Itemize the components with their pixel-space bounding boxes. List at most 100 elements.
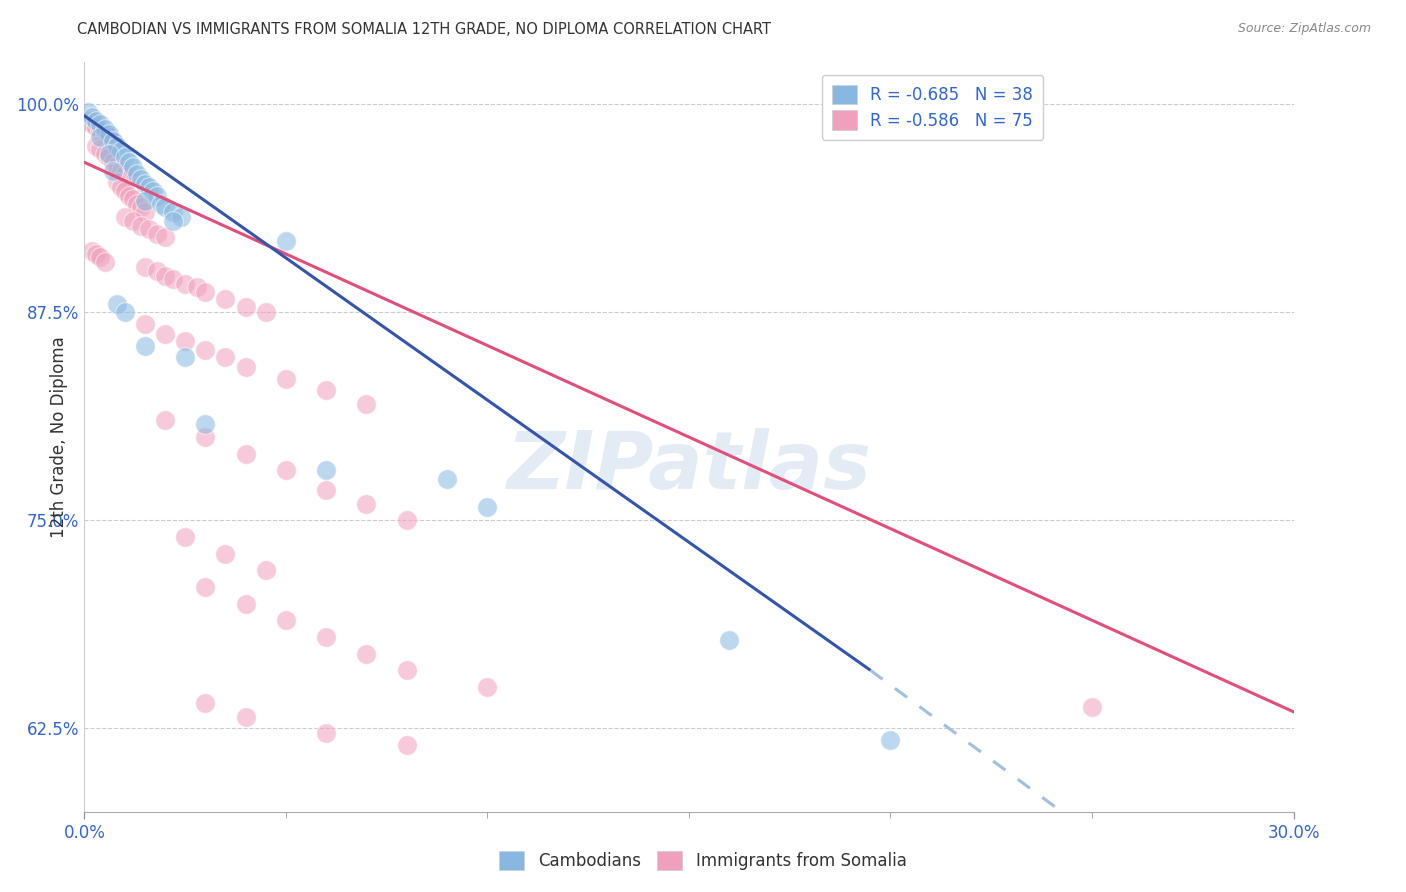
Point <box>86 138 108 153</box>
Point <box>153 230 176 244</box>
Point <box>395 663 418 677</box>
Point <box>121 213 143 227</box>
Point <box>153 268 176 283</box>
Point <box>274 234 297 248</box>
Point <box>77 113 100 128</box>
Point <box>134 317 156 331</box>
Point <box>89 142 111 156</box>
Point <box>89 250 111 264</box>
Point <box>125 197 148 211</box>
Point <box>153 326 176 341</box>
Y-axis label: 12th Grade, No Diploma: 12th Grade, No Diploma <box>49 336 67 538</box>
Point <box>170 211 193 225</box>
Point <box>162 205 184 219</box>
Point <box>97 150 120 164</box>
Point <box>274 463 297 477</box>
Point <box>110 180 132 194</box>
Point <box>89 117 111 131</box>
Point <box>134 338 156 352</box>
Point <box>315 630 337 644</box>
Point <box>214 350 236 364</box>
Point <box>315 384 337 398</box>
Point <box>174 350 197 364</box>
Point <box>235 360 257 375</box>
Point <box>114 211 136 225</box>
Text: ZIPatlas: ZIPatlas <box>506 428 872 506</box>
Point <box>118 188 141 202</box>
Point <box>97 147 120 161</box>
Point <box>101 134 124 148</box>
Point <box>134 177 156 191</box>
Point <box>82 111 104 125</box>
Point <box>194 343 217 358</box>
Point <box>134 260 156 275</box>
Point <box>82 117 104 131</box>
Point <box>235 447 257 461</box>
Point <box>134 205 156 219</box>
Point <box>101 163 124 178</box>
Point <box>356 647 378 661</box>
Text: CAMBODIAN VS IMMIGRANTS FROM SOMALIA 12TH GRADE, NO DIPLOMA CORRELATION CHART: CAMBODIAN VS IMMIGRANTS FROM SOMALIA 12T… <box>77 22 772 37</box>
Point <box>86 120 108 135</box>
Point <box>93 147 115 161</box>
Point <box>105 138 128 153</box>
Point <box>477 680 499 694</box>
Point <box>254 563 277 577</box>
Point <box>93 127 115 141</box>
Point <box>89 130 111 145</box>
Point <box>1081 699 1104 714</box>
Point <box>134 194 156 208</box>
Point <box>235 597 257 611</box>
Point <box>174 530 197 544</box>
Point <box>235 300 257 314</box>
Point <box>110 163 132 178</box>
Point <box>142 184 165 198</box>
Point <box>138 180 160 194</box>
Point <box>118 155 141 169</box>
Point <box>138 222 160 236</box>
Point <box>174 334 197 348</box>
Point <box>153 413 176 427</box>
Point <box>214 547 236 561</box>
Point <box>89 124 111 138</box>
Point <box>879 733 901 747</box>
Point <box>118 172 141 186</box>
Point <box>86 247 108 261</box>
Point <box>149 197 172 211</box>
Point <box>114 167 136 181</box>
Point <box>162 213 184 227</box>
Point <box>101 134 124 148</box>
Point <box>356 397 378 411</box>
Point <box>436 472 458 486</box>
Point <box>129 219 152 233</box>
Point <box>93 255 115 269</box>
Point <box>254 305 277 319</box>
Point <box>146 227 169 241</box>
Point <box>194 430 217 444</box>
Point <box>82 244 104 258</box>
Point <box>101 155 124 169</box>
Point <box>97 127 120 141</box>
Point <box>105 297 128 311</box>
Point <box>194 417 217 431</box>
Point <box>125 167 148 181</box>
Point <box>274 372 297 386</box>
Point <box>315 463 337 477</box>
Point <box>105 159 128 173</box>
Point <box>194 580 217 594</box>
Point <box>146 263 169 277</box>
Point <box>86 113 108 128</box>
Point <box>356 497 378 511</box>
Point <box>214 292 236 306</box>
Point <box>274 613 297 627</box>
Point <box>162 272 184 286</box>
Point <box>129 200 152 214</box>
Point <box>97 130 120 145</box>
Point <box>114 150 136 164</box>
Point <box>235 710 257 724</box>
Text: Source: ZipAtlas.com: Source: ZipAtlas.com <box>1237 22 1371 36</box>
Legend: Cambodians, Immigrants from Somalia: Cambodians, Immigrants from Somalia <box>492 844 914 877</box>
Point <box>105 175 128 189</box>
Point <box>121 161 143 175</box>
Point <box>194 285 217 300</box>
